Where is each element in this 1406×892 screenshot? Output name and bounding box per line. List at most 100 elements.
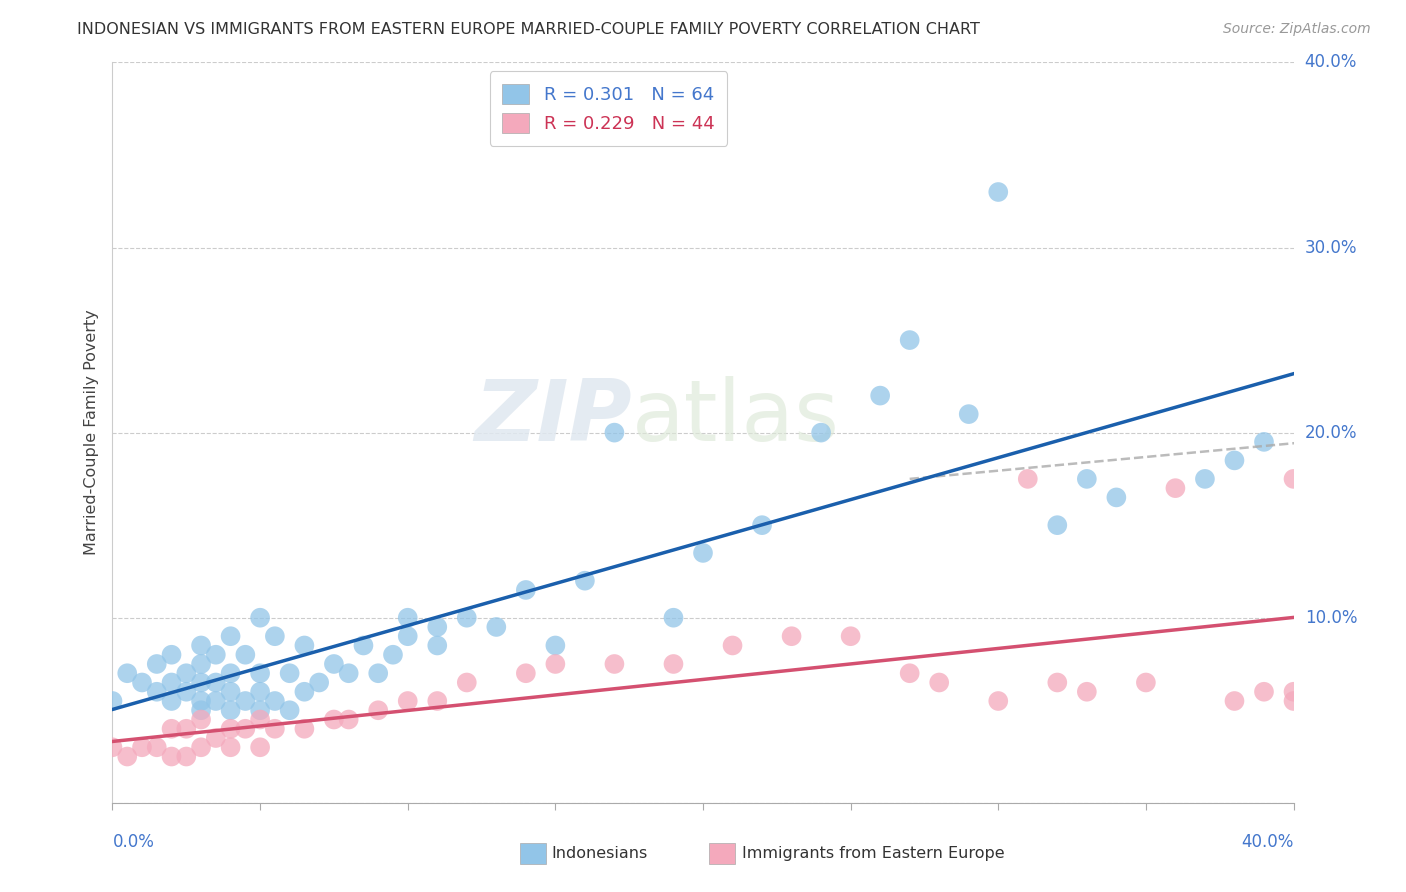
- Point: [987, 694, 1010, 708]
- Point: [1164, 481, 1187, 495]
- Point: [219, 666, 242, 681]
- Point: [174, 749, 197, 764]
- Point: [1194, 472, 1216, 486]
- Point: [190, 703, 212, 717]
- Point: [928, 675, 950, 690]
- Point: [249, 666, 271, 681]
- Point: [662, 610, 685, 624]
- Point: [898, 666, 921, 681]
- Point: [839, 629, 862, 643]
- Point: [603, 657, 626, 671]
- Point: [810, 425, 832, 440]
- Point: [323, 713, 346, 727]
- Point: [264, 694, 287, 708]
- Point: [146, 657, 169, 671]
- Point: [174, 685, 197, 699]
- Point: [219, 629, 242, 643]
- Point: [205, 675, 228, 690]
- Point: [396, 629, 419, 643]
- Point: [692, 546, 714, 560]
- Text: atlas: atlas: [633, 376, 841, 459]
- Point: [249, 740, 271, 755]
- Point: [160, 722, 183, 736]
- Point: [146, 740, 169, 755]
- Point: [426, 694, 449, 708]
- Text: Indonesians: Indonesians: [551, 846, 648, 861]
- Point: [249, 703, 271, 717]
- Point: [1282, 472, 1305, 486]
- Point: [337, 666, 360, 681]
- Point: [205, 694, 228, 708]
- Text: Immigrants from Eastern Europe: Immigrants from Eastern Europe: [742, 846, 1005, 861]
- Text: INDONESIAN VS IMMIGRANTS FROM EASTERN EUROPE MARRIED-COUPLE FAMILY POVERTY CORRE: INDONESIAN VS IMMIGRANTS FROM EASTERN EU…: [77, 22, 980, 37]
- Point: [205, 731, 228, 745]
- Point: [278, 703, 301, 717]
- Point: [544, 639, 567, 653]
- Point: [1282, 685, 1305, 699]
- Point: [396, 694, 419, 708]
- Point: [352, 639, 374, 653]
- Point: [146, 685, 169, 699]
- Point: [574, 574, 596, 588]
- Point: [205, 648, 228, 662]
- Text: 20.0%: 20.0%: [1305, 424, 1357, 442]
- Point: [485, 620, 508, 634]
- Point: [233, 648, 256, 662]
- Point: [515, 582, 537, 597]
- Point: [898, 333, 921, 347]
- Point: [367, 666, 389, 681]
- Point: [456, 610, 478, 624]
- Point: [117, 749, 138, 764]
- Point: [160, 648, 183, 662]
- Y-axis label: Married-Couple Family Poverty: Married-Couple Family Poverty: [83, 310, 98, 556]
- Point: [117, 666, 138, 681]
- Point: [1253, 434, 1275, 449]
- Point: [249, 685, 271, 699]
- Point: [219, 703, 242, 717]
- Point: [1135, 675, 1157, 690]
- Legend: R = 0.301   N = 64, R = 0.229   N = 44: R = 0.301 N = 64, R = 0.229 N = 44: [489, 71, 727, 145]
- FancyBboxPatch shape: [520, 843, 546, 863]
- Point: [323, 657, 346, 671]
- Point: [1105, 491, 1128, 505]
- Point: [308, 675, 330, 690]
- Point: [160, 749, 183, 764]
- Point: [160, 675, 183, 690]
- Point: [337, 713, 360, 727]
- Point: [1046, 675, 1069, 690]
- Text: Source: ZipAtlas.com: Source: ZipAtlas.com: [1223, 22, 1371, 37]
- Point: [544, 657, 567, 671]
- Point: [190, 713, 212, 727]
- Point: [367, 703, 389, 717]
- Point: [174, 722, 197, 736]
- Point: [131, 675, 153, 690]
- Point: [264, 629, 287, 643]
- Point: [249, 610, 271, 624]
- Point: [662, 657, 685, 671]
- Point: [987, 185, 1010, 199]
- Point: [249, 713, 271, 727]
- Point: [190, 675, 212, 690]
- Text: 30.0%: 30.0%: [1305, 238, 1357, 257]
- FancyBboxPatch shape: [709, 843, 735, 863]
- Point: [780, 629, 803, 643]
- Text: 40.0%: 40.0%: [1305, 54, 1357, 71]
- Point: [1282, 694, 1305, 708]
- Point: [278, 666, 301, 681]
- Point: [603, 425, 626, 440]
- Text: 0.0%: 0.0%: [112, 833, 155, 851]
- Point: [219, 740, 242, 755]
- Point: [426, 620, 449, 634]
- Text: 10.0%: 10.0%: [1305, 608, 1357, 627]
- Point: [190, 694, 212, 708]
- Point: [751, 518, 773, 533]
- Point: [174, 666, 197, 681]
- Point: [396, 610, 419, 624]
- Point: [957, 407, 980, 421]
- Point: [190, 657, 212, 671]
- Point: [160, 694, 183, 708]
- Point: [292, 685, 315, 699]
- Text: 40.0%: 40.0%: [1241, 833, 1294, 851]
- Point: [456, 675, 478, 690]
- Point: [131, 740, 153, 755]
